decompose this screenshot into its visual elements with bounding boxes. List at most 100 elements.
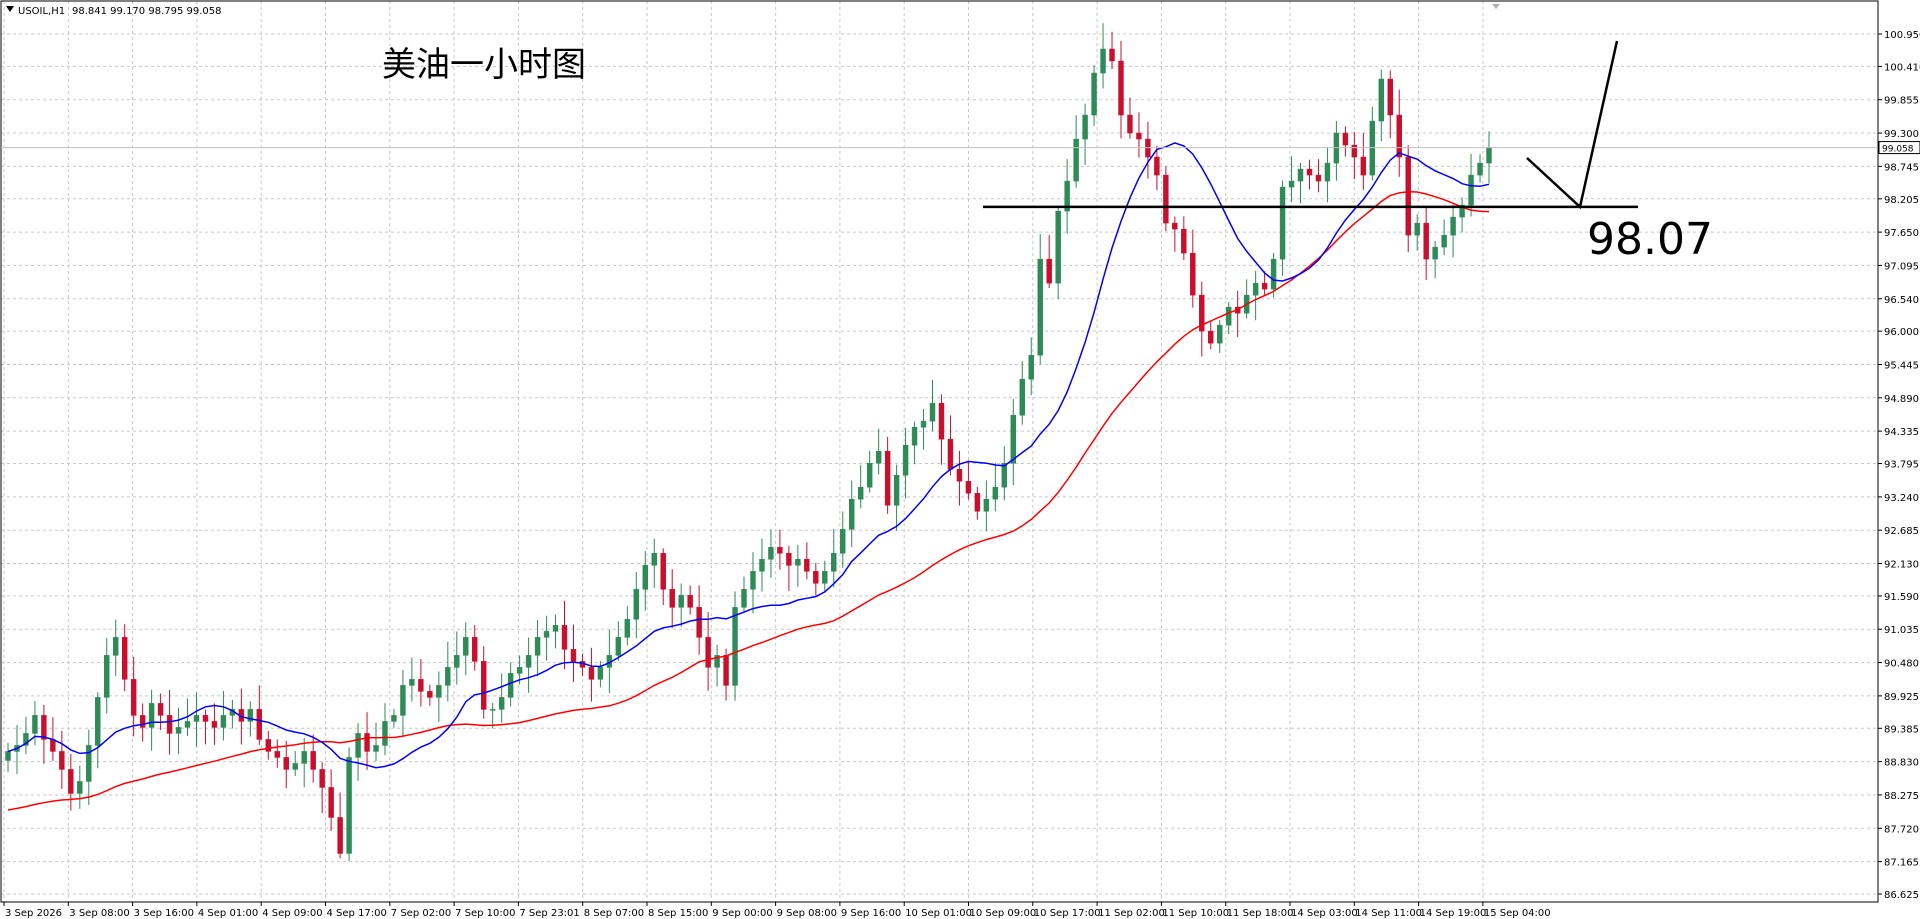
projection-arrow-line[interactable] [1526, 40, 1619, 210]
candle-body [130, 679, 137, 716]
y-tick-label: 88.275 [1884, 791, 1919, 802]
x-tick-label: 8 Sep 07:00 [584, 908, 644, 919]
candle-body [1082, 114, 1088, 140]
x-tick-label: 9 Sep 00:00 [712, 908, 772, 919]
candle-body [355, 733, 361, 758]
candle-body [1414, 222, 1420, 236]
candle-body [866, 462, 873, 488]
candle-body [121, 637, 128, 680]
candle-body [1360, 156, 1367, 176]
candle-body [983, 499, 990, 512]
shift-marker-icon[interactable] [1492, 4, 1500, 9]
candle-body [965, 481, 972, 494]
candle-body [911, 426, 918, 446]
candle-body [947, 438, 954, 470]
candle-body [211, 721, 218, 728]
x-tick-label: 11 Sep 10:00 [1162, 908, 1229, 919]
candle-body [1450, 216, 1456, 236]
candle-body [373, 745, 379, 752]
candle-body [696, 607, 702, 638]
candle-body [166, 715, 173, 734]
x-axis: 3 Sep 2026 3 Sep 08:00 3 Sep 16:00 4 Sep 01… [3, 902, 1551, 919]
x-tick-label: 10 Sep 09:00 [970, 908, 1037, 919]
candle-body [1037, 258, 1043, 356]
x-tick-label: 7 Sep 02:00 [391, 908, 451, 919]
candle-body [1396, 114, 1402, 158]
candle-body [59, 751, 65, 770]
y-tick-label: 92.130 [1884, 560, 1919, 571]
y-tick-label: 88.830 [1884, 758, 1919, 769]
candle-body [552, 625, 559, 632]
candle-body [364, 733, 370, 752]
candle-body [920, 420, 927, 428]
candle-body [445, 667, 451, 686]
y-tick-label: 90.480 [1884, 659, 1919, 670]
candle-body [875, 450, 882, 464]
candle-body [723, 655, 729, 686]
candle-body [175, 727, 182, 734]
x-tick-label: 9 Sep 16:00 [841, 908, 901, 919]
candle-body [1199, 294, 1205, 332]
candle-body [112, 637, 119, 656]
candle-body [1468, 174, 1474, 206]
candle-body [301, 751, 307, 764]
y-tick-label: 99.855 [1884, 96, 1919, 107]
candle-body [50, 739, 56, 752]
candle-body [310, 751, 316, 770]
candle-body [1351, 144, 1358, 158]
candle-body [32, 715, 38, 734]
x-tick-label: 7 Sep 23:01 [519, 908, 579, 919]
candle-body [5, 751, 11, 761]
candle-body [1217, 324, 1223, 344]
candle-body [1190, 252, 1196, 296]
candle-body [1306, 168, 1313, 176]
candle-body [633, 589, 640, 620]
candle-body [1001, 462, 1008, 488]
candle-body [777, 547, 783, 554]
x-tick-label: 10 Sep 17:00 [1034, 908, 1101, 919]
candle-body [1172, 222, 1178, 230]
candle-body [454, 655, 460, 668]
candle-body [400, 685, 406, 716]
candle-body [1423, 222, 1429, 260]
candle-body [1109, 48, 1115, 62]
candle-body [750, 571, 756, 590]
candle-body [104, 655, 110, 698]
candle-body [1181, 228, 1187, 254]
candle-body [463, 637, 469, 656]
symbol-label: USOIL,H1 [18, 6, 65, 17]
candle-body [507, 673, 514, 698]
candle-body [840, 529, 846, 554]
symbol-dropdown-icon[interactable] [6, 6, 14, 12]
candle-body [1225, 306, 1232, 326]
candle-body [95, 697, 101, 746]
x-tick-label: 4 Sep 01:00 [198, 908, 258, 919]
candle-body [1477, 162, 1483, 176]
candle-body [418, 679, 424, 692]
candle-body [534, 637, 541, 656]
candle-body [831, 553, 837, 572]
chart-title: 美油一小时图 [382, 45, 586, 85]
candle-body [1154, 156, 1160, 176]
candle-body [489, 709, 496, 711]
y-tick-label: 96.000 [1884, 327, 1919, 338]
candle-body [1342, 132, 1349, 146]
candle-body [822, 571, 828, 584]
candle-body [938, 402, 945, 440]
candle-body [543, 631, 550, 638]
candle-body [804, 559, 810, 572]
candle-body [193, 715, 200, 722]
candle-body [561, 625, 568, 650]
y-tick-label: 100.410 [1884, 62, 1920, 73]
candle-body [669, 589, 675, 608]
annotation-lines[interactable] [983, 40, 1638, 210]
candle-body [1486, 147, 1492, 164]
candle-body [68, 769, 74, 794]
ma-slow-line [7, 190, 1490, 811]
candle-body [1208, 330, 1214, 344]
candle-body [1432, 246, 1438, 260]
candle-body [929, 402, 936, 422]
candle-body [1315, 174, 1322, 182]
x-tick-label: 14 Sep 03:00 [1291, 908, 1358, 919]
